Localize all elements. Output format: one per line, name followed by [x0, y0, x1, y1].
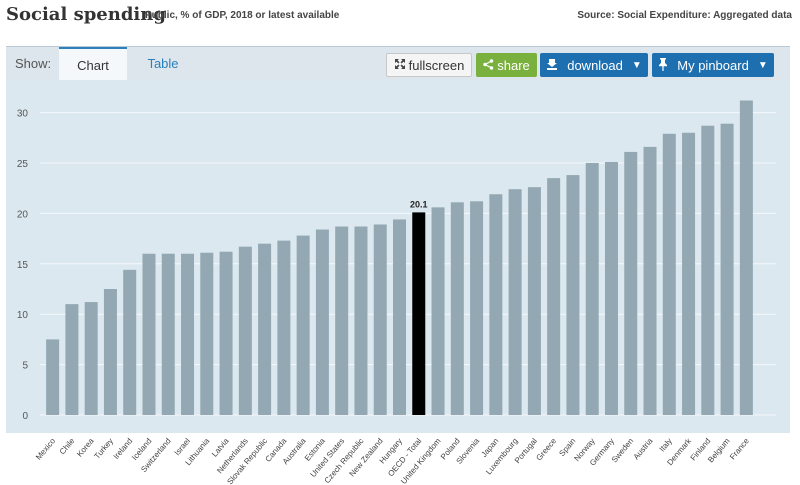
data-label: 20.1 — [410, 199, 428, 209]
fullscreen-button[interactable]: fullscreen — [386, 53, 472, 77]
bar — [123, 269, 137, 415]
y-tick-label: 20 — [17, 209, 29, 220]
x-tick-label: Chile — [58, 436, 77, 456]
pinboard-label: My pinboard — [677, 57, 749, 73]
bar — [470, 201, 484, 415]
bar — [46, 339, 60, 415]
bar — [296, 235, 310, 415]
bar — [527, 187, 541, 415]
bar — [450, 202, 464, 415]
y-tick-label: 25 — [17, 159, 29, 170]
bar — [508, 189, 522, 415]
download-label: download — [567, 57, 623, 73]
bar — [547, 178, 561, 415]
bar — [373, 224, 387, 415]
y-tick-label: 10 — [17, 310, 29, 321]
bar — [200, 252, 214, 415]
y-tick-label: 5 — [22, 361, 28, 372]
bar — [161, 253, 175, 415]
download-icon — [546, 58, 558, 72]
bar — [219, 251, 233, 415]
bar — [142, 253, 156, 415]
bar — [566, 175, 580, 415]
show-label: Show: — [15, 56, 52, 71]
share-icon — [483, 58, 494, 72]
bar — [277, 240, 291, 415]
x-tick-label: Greece — [534, 436, 558, 462]
bar — [701, 125, 715, 416]
bar — [258, 243, 272, 415]
x-tick-label: Italy — [657, 437, 673, 454]
share-label: share — [497, 57, 530, 73]
page-header: Social spending Public, % of GDP, 2018 o… — [6, 4, 794, 26]
bar — [643, 146, 657, 415]
bar — [489, 194, 503, 415]
pin-icon — [658, 57, 668, 73]
page-subtitle: Public, % of GDP, 2018 or latest availab… — [145, 10, 340, 21]
y-tick-label: 15 — [17, 260, 29, 271]
bar — [431, 207, 445, 415]
bar — [720, 123, 734, 416]
bar — [393, 219, 406, 415]
tab-chart[interactable]: Chart — [59, 47, 127, 81]
x-tick-label: Austria — [632, 436, 655, 461]
bar — [65, 304, 79, 415]
dropdown-caret-icon: ▼ — [631, 59, 642, 71]
bar — [585, 163, 599, 415]
bar — [181, 253, 195, 415]
bar — [238, 246, 252, 415]
x-tick-label: Mexico — [34, 436, 58, 462]
chart-toolbar: Show: Chart Table fullscreen share downl… — [6, 46, 790, 81]
bar — [682, 132, 696, 415]
dropdown-caret-icon: ▼ — [757, 59, 768, 71]
share-button[interactable]: share — [476, 53, 537, 77]
fullscreen-icon — [394, 58, 406, 72]
bar-highlight — [412, 212, 426, 415]
page-title: Social spending — [6, 4, 166, 25]
y-tick-label: 30 — [17, 109, 29, 120]
x-tick-label: France — [728, 436, 751, 461]
bar — [84, 302, 98, 415]
x-tick-label: Turkey — [93, 437, 115, 461]
pinboard-button[interactable]: My pinboard ▼ — [652, 53, 774, 77]
bar — [315, 229, 329, 415]
source-note: Source: Social Expenditure: Aggregated d… — [577, 10, 792, 21]
bar — [624, 151, 638, 416]
download-button[interactable]: download ▼ — [540, 53, 648, 77]
fullscreen-label: fullscreen — [408, 57, 465, 73]
bar — [103, 289, 117, 415]
bar — [335, 226, 349, 415]
tab-table[interactable]: Table — [147, 56, 179, 71]
bar — [604, 161, 618, 415]
bar — [354, 226, 368, 415]
y-tick-label: 0 — [22, 411, 28, 422]
bar — [739, 100, 753, 415]
bar — [662, 133, 676, 415]
